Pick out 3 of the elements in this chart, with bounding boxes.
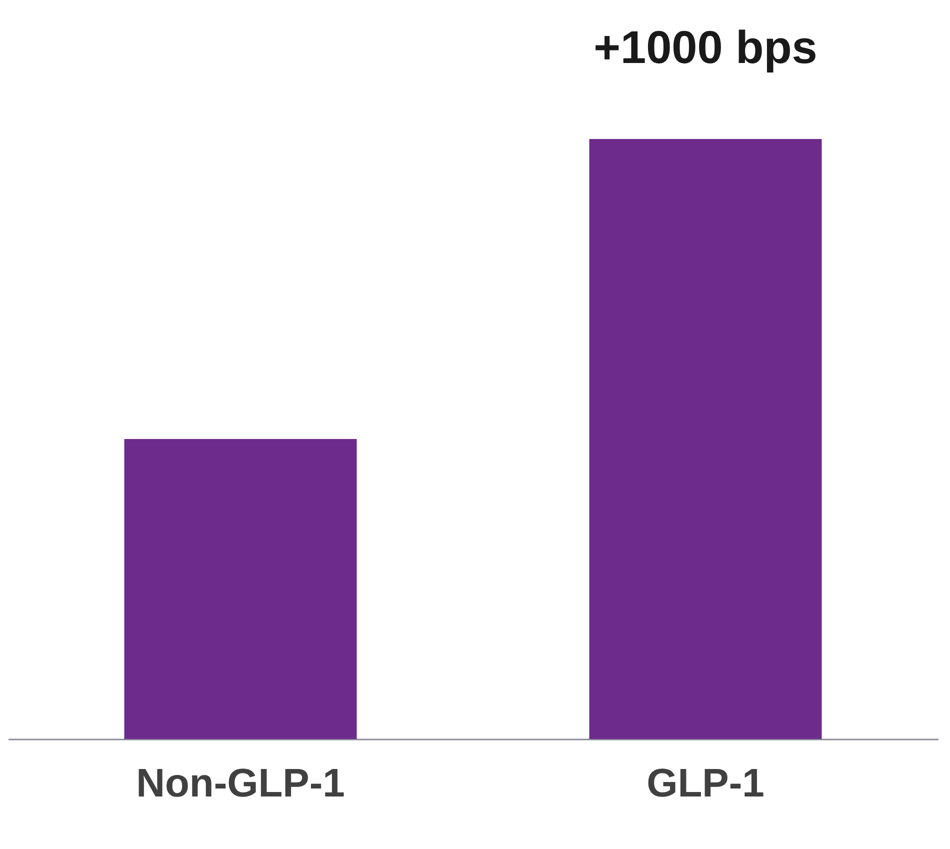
x-tick-label: GLP-1 bbox=[646, 762, 764, 806]
text: +1000 bps bbox=[594, 21, 818, 73]
x-tick-label: Non-GLP-1 bbox=[136, 762, 345, 806]
